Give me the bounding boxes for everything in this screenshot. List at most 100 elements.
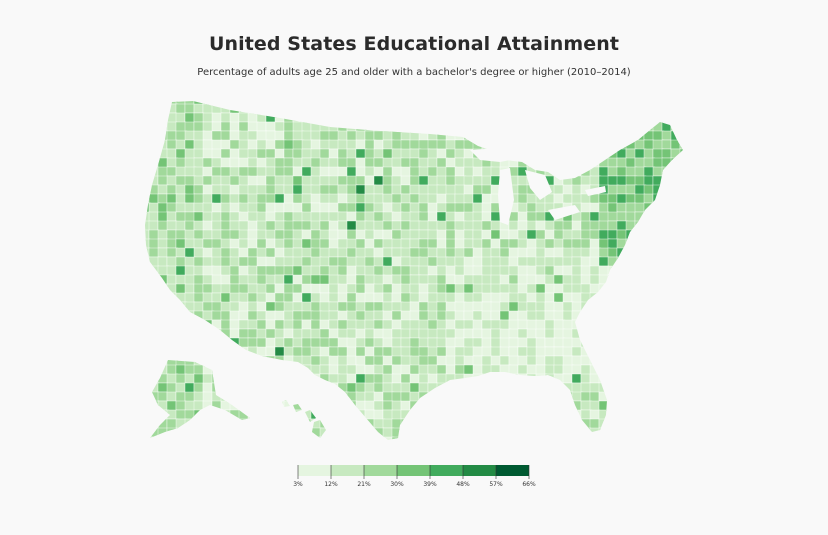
county-cell: [166, 283, 178, 294]
county-cell: [553, 274, 564, 285]
county-cell: [436, 211, 447, 223]
county-cell: [463, 112, 474, 124]
county-cell: [517, 409, 530, 422]
county-cell: [553, 427, 564, 439]
county-cell: [508, 364, 519, 377]
county-cell: [256, 229, 267, 241]
county-cell: [319, 409, 331, 420]
county-cell: [689, 221, 699, 231]
county-cell: [247, 400, 260, 413]
county-cell: [418, 409, 429, 420]
county-cell: [679, 427, 683, 439]
county-cell: [625, 274, 637, 285]
county-cell: [670, 103, 682, 114]
county-cell: [409, 112, 422, 125]
county-cell: [202, 211, 213, 223]
county-cell: [274, 427, 287, 439]
county-cell: [562, 148, 573, 160]
county-cell: [670, 373, 683, 386]
county-cell: [670, 382, 681, 394]
county-cell: [526, 283, 538, 295]
county-cell: [634, 101, 645, 107]
county-cell: [616, 310, 629, 321]
county-cell: [184, 328, 196, 340]
county-cell: [670, 121, 682, 132]
county-cell: [553, 184, 565, 195]
county-cell: [427, 400, 439, 412]
county-cell: [625, 436, 638, 440]
county-cell: [145, 211, 151, 223]
county-cell: [634, 364, 646, 375]
county-cell: [652, 427, 663, 440]
county-cell: [689, 158, 700, 169]
county-cell: [166, 409, 178, 420]
county-cell: [247, 265, 258, 276]
county-cell: [517, 130, 530, 143]
county-cell: [571, 364, 583, 376]
county-cell: [679, 101, 683, 107]
county-cell: [427, 202, 438, 214]
county-cell: [661, 121, 672, 133]
county-cell: [616, 391, 627, 402]
county-cell: [193, 328, 206, 339]
county-cell: [247, 166, 259, 178]
county-cell: [490, 409, 501, 422]
county-cell: [211, 220, 223, 231]
county-cell: [517, 418, 528, 431]
county-cell: [625, 103, 638, 115]
county-cell: [598, 382, 610, 394]
county-cell: [634, 328, 647, 340]
county-cell: [634, 103, 647, 116]
county-cell: [337, 139, 348, 151]
county-cell: [670, 256, 682, 269]
county-cell: [427, 148, 439, 160]
county-cell: [580, 310, 593, 323]
county-cell: [220, 355, 231, 367]
county-cell: [220, 436, 231, 440]
county-cell: [634, 256, 645, 269]
county-cell: [661, 265, 673, 276]
legend-swatch: [298, 465, 331, 476]
county-cell: [328, 319, 339, 330]
county-cell: [670, 283, 681, 294]
county-cell: [670, 310, 683, 321]
county-cell: [445, 436, 456, 440]
county-cell: [427, 427, 439, 440]
county-cell: [184, 337, 197, 348]
county-cell: [148, 346, 160, 357]
county-cell: [301, 382, 312, 393]
county-cell: [607, 436, 618, 440]
county-cell: [526, 202, 537, 213]
county-cell: [175, 103, 186, 115]
county-cell: [580, 319, 591, 331]
county-cell: [301, 427, 314, 439]
county-cell: [499, 238, 510, 249]
county-cell: [625, 355, 638, 366]
county-cell: [472, 101, 484, 107]
county-cell: [661, 409, 674, 420]
county-cell: [535, 157, 547, 170]
county-cell: [193, 202, 205, 213]
county-cell: [328, 229, 339, 241]
county-cell: [175, 400, 187, 411]
county-cell: [229, 436, 241, 440]
county-cell: [238, 382, 250, 394]
county-cell: [145, 184, 151, 195]
county-cell: [157, 400, 169, 411]
county-cell: [418, 391, 429, 402]
legend-tick-label: 30%: [390, 481, 404, 488]
county-cell: [220, 101, 233, 106]
county-cell: [373, 148, 385, 159]
county-cell: [562, 121, 573, 134]
county-cell: [616, 382, 629, 395]
county-cell: [689, 419, 698, 428]
county-cell: [145, 373, 152, 385]
county-cell: [328, 391, 341, 402]
county-cell: [643, 400, 655, 413]
county-cell: [427, 166, 438, 178]
county-cell: [598, 319, 611, 332]
county-cell: [436, 418, 447, 431]
county-cell: [175, 337, 186, 350]
county-cell: [364, 193, 376, 205]
county-cell: [211, 175, 222, 186]
